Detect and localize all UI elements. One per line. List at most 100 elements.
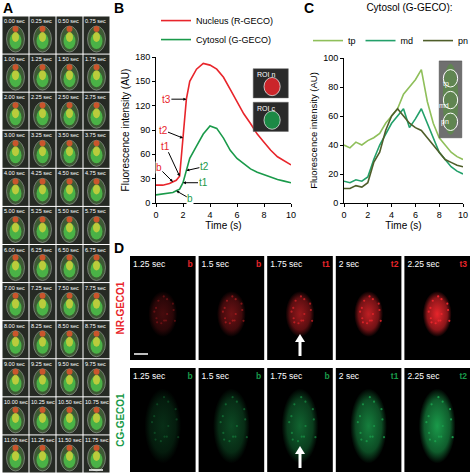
svg-text:180: 180: [135, 52, 150, 62]
svg-text:90: 90: [140, 125, 150, 135]
svg-text:40: 40: [328, 140, 338, 150]
svg-text:b: b: [256, 371, 261, 381]
svg-text:b: b: [156, 162, 162, 173]
svg-text:2 sec: 2 sec: [339, 259, 360, 269]
svg-text:6.25 sec: 6.25 sec: [31, 247, 52, 253]
svg-text:t1: t1: [161, 141, 170, 152]
svg-text:4.00 sec: 4.00 sec: [4, 170, 25, 176]
svg-text:7.00 sec: 7.00 sec: [4, 285, 25, 291]
svg-text:t1: t1: [199, 177, 208, 188]
svg-text:1.25 sec: 1.25 sec: [133, 371, 166, 381]
svg-text:10.00 sec: 10.00 sec: [4, 399, 28, 405]
svg-text:60: 60: [328, 111, 338, 121]
svg-text:4: 4: [389, 210, 394, 220]
svg-text:Cytosol (G-GECO): Cytosol (G-GECO): [196, 35, 271, 45]
svg-text:0.50 sec: 0.50 sec: [58, 18, 79, 24]
svg-text:100: 100: [323, 53, 338, 63]
svg-text:5.75 sec: 5.75 sec: [85, 208, 106, 214]
svg-text:2.75 sec: 2.75 sec: [85, 94, 106, 100]
svg-text:2: 2: [365, 210, 370, 220]
svg-text:1.00 sec: 1.00 sec: [4, 56, 25, 62]
svg-text:4: 4: [207, 210, 212, 220]
svg-text:tp: tp: [348, 36, 356, 46]
svg-text:9.25 sec: 9.25 sec: [31, 361, 52, 367]
svg-text:3.00 sec: 3.00 sec: [4, 132, 25, 138]
svg-text:pn: pn: [458, 36, 468, 46]
svg-text:t3: t3: [459, 259, 467, 269]
svg-text:1.5 sec: 1.5 sec: [202, 371, 230, 381]
svg-text:5.00 sec: 5.00 sec: [4, 208, 25, 214]
svg-text:3.75 sec: 3.75 sec: [85, 132, 106, 138]
svg-text:4.25 sec: 4.25 sec: [31, 170, 52, 176]
svg-text:Time (s): Time (s): [205, 220, 241, 231]
svg-text:8.25 sec: 8.25 sec: [31, 323, 52, 329]
svg-text:10.75 sec: 10.75 sec: [85, 399, 109, 405]
svg-text:0: 0: [333, 198, 338, 208]
svg-text:1.25 sec: 1.25 sec: [31, 56, 52, 62]
svg-text:11.75 sec: 11.75 sec: [85, 437, 109, 443]
svg-text:10.50 sec: 10.50 sec: [58, 399, 82, 405]
svg-text:5.25 sec: 5.25 sec: [31, 208, 52, 214]
svg-text:2.25 sec: 2.25 sec: [407, 259, 440, 269]
svg-text:4.50 sec: 4.50 sec: [58, 170, 79, 176]
svg-text:7.75 sec: 7.75 sec: [85, 285, 106, 291]
svg-text:1.75 sec: 1.75 sec: [270, 371, 303, 381]
svg-text:6: 6: [413, 210, 418, 220]
svg-text:9.50 sec: 9.50 sec: [58, 361, 79, 367]
svg-text:8.00 sec: 8.00 sec: [4, 323, 25, 329]
svg-text:0.75 sec: 0.75 sec: [85, 18, 106, 24]
svg-text:t2: t2: [159, 125, 168, 136]
svg-text:2.50 sec: 2.50 sec: [58, 94, 79, 100]
svg-text:8.75 sec: 8.75 sec: [85, 323, 106, 329]
svg-text:6: 6: [234, 210, 239, 220]
svg-text:6.50 sec: 6.50 sec: [58, 247, 79, 253]
svg-text:0.00 sec: 0.00 sec: [4, 18, 25, 24]
svg-text:t3: t3: [162, 94, 171, 105]
svg-text:3.25 sec: 3.25 sec: [31, 132, 52, 138]
svg-text:ROI c: ROI c: [257, 105, 275, 112]
svg-text:NR-GECO1: NR-GECO1: [115, 281, 126, 334]
svg-text:11.50 sec: 11.50 sec: [58, 437, 82, 443]
svg-text:150: 150: [135, 76, 150, 86]
svg-text:4.75 sec: 4.75 sec: [85, 170, 106, 176]
svg-text:11.00 sec: 11.00 sec: [4, 437, 28, 443]
svg-text:ROI n: ROI n: [257, 71, 275, 78]
svg-text:Nucleus (R-GECO): Nucleus (R-GECO): [196, 16, 273, 26]
svg-text:6.75 sec: 6.75 sec: [85, 247, 106, 253]
svg-text:7.25 sec: 7.25 sec: [31, 285, 52, 291]
svg-text:1.75 sec: 1.75 sec: [85, 56, 106, 62]
svg-text:Time (s): Time (s): [385, 220, 421, 231]
svg-text:6.00 sec: 6.00 sec: [4, 247, 25, 253]
svg-text:9.75 sec: 9.75 sec: [85, 361, 106, 367]
svg-text:8.50 sec: 8.50 sec: [58, 323, 79, 329]
svg-text:b: b: [187, 193, 193, 204]
svg-text:1.25 sec: 1.25 sec: [133, 259, 166, 269]
svg-text:8: 8: [437, 210, 442, 220]
svg-text:0: 0: [153, 210, 158, 220]
svg-text:60: 60: [140, 149, 150, 159]
svg-text:11.25 sec: 11.25 sec: [31, 437, 55, 443]
svg-text:2 sec: 2 sec: [339, 371, 360, 381]
svg-text:t2: t2: [391, 259, 399, 269]
svg-text:pn: pn: [441, 118, 449, 126]
svg-text:t1: t1: [322, 259, 330, 269]
svg-text:8: 8: [261, 210, 266, 220]
svg-text:t1: t1: [391, 371, 399, 381]
svg-text:120: 120: [135, 101, 150, 111]
svg-text:0: 0: [341, 210, 346, 220]
svg-text:20: 20: [328, 169, 338, 179]
svg-text:0: 0: [145, 198, 150, 208]
svg-text:2.25 sec: 2.25 sec: [31, 94, 52, 100]
svg-text:2: 2: [180, 210, 185, 220]
svg-text:30: 30: [140, 174, 150, 184]
svg-text:7.50 sec: 7.50 sec: [58, 285, 79, 291]
svg-text:3.50 sec: 3.50 sec: [58, 132, 79, 138]
svg-text:md: md: [439, 102, 449, 109]
svg-text:1.5 sec: 1.5 sec: [202, 259, 230, 269]
svg-text:5.50 sec: 5.50 sec: [58, 208, 79, 214]
svg-text:9.00 sec: 9.00 sec: [4, 361, 25, 367]
svg-text:b: b: [187, 371, 192, 381]
svg-text:md: md: [401, 36, 414, 46]
svg-text:2.00 sec: 2.00 sec: [4, 94, 25, 100]
svg-text:Fluorescence intensity (AU): Fluorescence intensity (AU): [120, 69, 131, 192]
